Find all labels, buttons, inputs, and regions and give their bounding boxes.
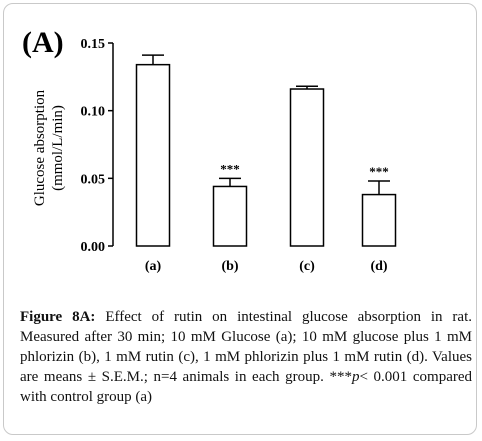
x-tick-label: (d) bbox=[370, 259, 387, 274]
figure-label: Figure 8A: bbox=[20, 309, 96, 325]
caption-p-symbol: p bbox=[351, 369, 360, 385]
significance-label: *** bbox=[220, 161, 240, 176]
bar bbox=[289, 88, 325, 247]
x-tick-label: (b) bbox=[221, 259, 238, 274]
x-axis-labels: (a) (b) (c) (d) bbox=[145, 259, 388, 274]
bar bbox=[361, 193, 397, 247]
y-axis-unit-label: (mmol/L/min) bbox=[50, 105, 66, 191]
significance-label: *** bbox=[369, 164, 389, 179]
bar bbox=[135, 63, 171, 247]
caption-text-2: < 0.001 compared with control group (a) bbox=[20, 369, 472, 405]
y-axis-label: Glucose absorption bbox=[32, 89, 48, 206]
y-tick-label: 0.15 bbox=[81, 37, 106, 52]
y-tick-label: 0.00 bbox=[81, 240, 106, 255]
y-tick-label: 0.10 bbox=[81, 105, 106, 120]
bars: *** *** bbox=[135, 54, 397, 247]
figure-caption: Figure 8A: Effect of rutin on intestinal… bbox=[20, 307, 472, 407]
bar bbox=[212, 185, 248, 247]
y-axis: 0.00 0.05 0.10 0.15 bbox=[81, 37, 114, 255]
panel-label: (A) bbox=[22, 26, 64, 59]
x-tick-label: (c) bbox=[299, 259, 315, 274]
bar-chart: 0.00 0.05 0.10 0.15 *** *** (a) (b) (c) (d) Glu… bbox=[32, 37, 397, 274]
y-tick-label: 0.05 bbox=[81, 172, 106, 187]
x-tick-label: (a) bbox=[145, 259, 162, 274]
caption-text-1: Effect of rutin on intestinal glucose ab… bbox=[20, 309, 472, 385]
